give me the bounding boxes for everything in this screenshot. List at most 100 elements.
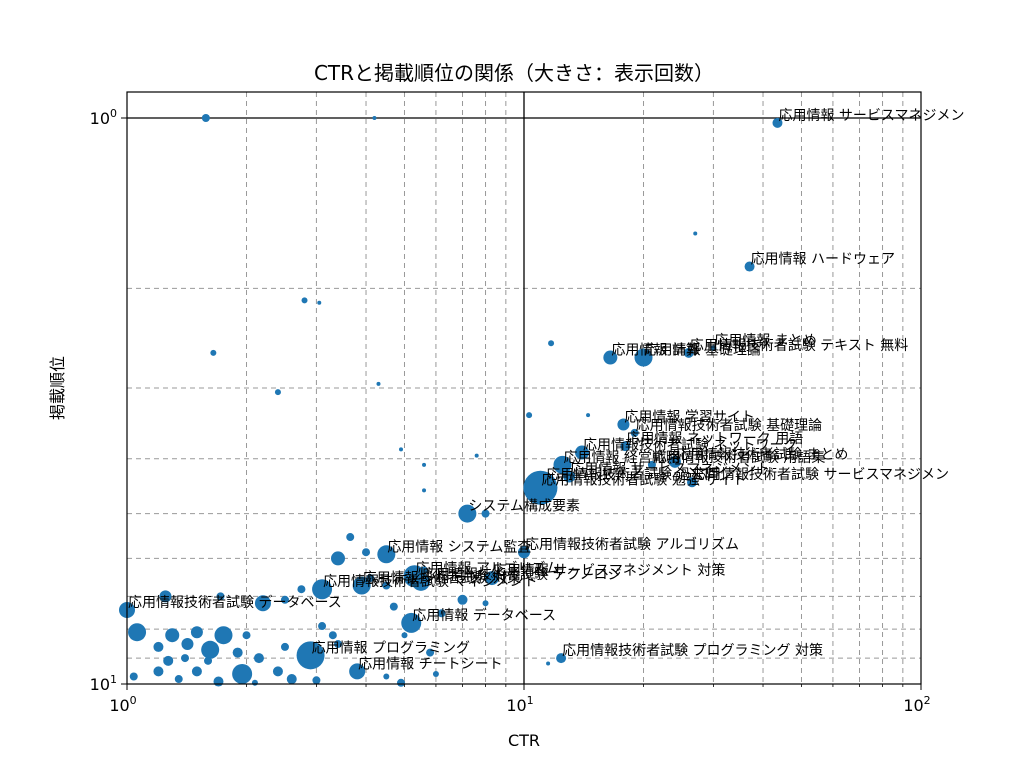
point-label: 応用情報 システム監査 <box>387 538 531 555</box>
y-axis-label: 掲載順位 <box>48 356 67 420</box>
data-point <box>253 653 264 664</box>
data-point <box>163 655 174 666</box>
point-label: 応用情報 計算 <box>611 343 699 359</box>
data-point <box>526 412 533 419</box>
data-point <box>630 428 639 437</box>
data-point <box>634 348 653 367</box>
data-point <box>401 632 408 639</box>
data-point <box>181 638 194 651</box>
point-label: 応用情報 まとめ <box>714 333 816 349</box>
data-point <box>382 581 391 590</box>
point-label: 応用情報 チートシート <box>358 656 502 672</box>
point-label: 応用情報 基礎理論 <box>645 342 761 359</box>
data-point <box>586 413 591 418</box>
data-point <box>129 672 138 681</box>
point-label: 応用情報 学習サイト <box>624 410 754 426</box>
data-point <box>399 447 404 452</box>
data-point <box>422 462 427 467</box>
data-point <box>668 455 681 468</box>
point-label: 応用情報技術者試験 テクノロジ <box>422 567 622 583</box>
data-point <box>286 674 297 685</box>
data-point <box>710 345 717 352</box>
data-point <box>242 631 251 640</box>
data-point <box>422 488 427 493</box>
data-point <box>214 626 233 645</box>
data-point <box>366 574 375 583</box>
point-label: 応用情報 サービスマネジメント 対策 <box>493 562 725 579</box>
point-label: 応用情報技術者試験 用語集 <box>653 449 825 466</box>
data-point <box>312 579 333 600</box>
data-point <box>201 114 210 122</box>
data-point <box>153 666 164 677</box>
point-label: 応用情報 ネットワーク 用語 <box>626 431 803 447</box>
data-point <box>272 666 283 677</box>
point-label: 応用情報技術者試験 ネットワーク <box>583 438 797 454</box>
point-label: 応用情報技術者試験 テキスト 無料 <box>690 338 908 354</box>
data-point <box>484 571 499 586</box>
data-point <box>744 261 755 272</box>
data-point <box>647 460 656 469</box>
data-point <box>401 612 422 633</box>
reference-lines <box>127 92 921 684</box>
data-point <box>318 622 327 631</box>
point-label: 応用情報技術者試験 マネジメント <box>323 574 537 590</box>
x-axis-label: CTR <box>508 731 540 750</box>
data-point <box>474 453 479 458</box>
point-label: 応用情報 アルゴリズム <box>416 560 560 577</box>
data-point <box>420 566 429 575</box>
data-point <box>603 350 618 365</box>
data-point <box>159 590 172 603</box>
data-point <box>128 623 147 642</box>
data-point <box>546 661 551 666</box>
data-point <box>352 576 371 595</box>
data-point <box>617 418 630 431</box>
point-label: 応用情報 ハードウェア <box>751 252 895 268</box>
point-label: 応用情報技術者試験 プログラミング 対策 <box>562 642 823 659</box>
point-label: 応用情報技術者試験 過去問 <box>546 467 718 483</box>
data-point <box>523 470 558 505</box>
data-point <box>210 349 217 356</box>
data-point <box>482 600 489 607</box>
data-point <box>216 592 225 601</box>
point-label: 応用情報技術者試験 まとめ <box>676 447 848 463</box>
x-tick-label: 102 <box>903 694 930 715</box>
data-point <box>376 381 381 386</box>
data-point <box>383 673 390 680</box>
data-point <box>346 533 355 542</box>
chart-title: CTRと掲載順位の関係（大きさ：表示回数） <box>314 61 714 85</box>
data-point <box>389 602 398 611</box>
x-tick-label: 101 <box>506 694 533 715</box>
point-label: 応用情報技術者試験 対策 <box>363 570 521 587</box>
data-points <box>119 114 783 687</box>
data-point <box>254 595 271 612</box>
data-point <box>174 675 183 684</box>
point-label: 応用情報技術者試験 基礎理論 <box>636 417 822 434</box>
data-point <box>301 297 308 304</box>
data-point <box>204 656 213 665</box>
data-point <box>280 642 289 651</box>
data-point <box>458 504 477 523</box>
data-point <box>349 663 366 680</box>
data-point <box>251 679 258 686</box>
data-point <box>553 455 572 474</box>
data-point <box>377 545 396 564</box>
data-point <box>372 116 377 120</box>
data-point <box>362 548 371 557</box>
point-label: 応用情報技術者試験 データベース <box>128 594 342 611</box>
data-point <box>575 445 590 460</box>
data-point <box>683 347 694 358</box>
data-point <box>620 441 631 452</box>
data-point <box>333 640 342 649</box>
data-point <box>232 663 253 684</box>
data-point <box>191 666 202 677</box>
point-label: 応用情報技術者試験 アルゴリズム <box>525 536 739 553</box>
data-point <box>328 631 337 640</box>
data-point <box>518 546 530 559</box>
data-point <box>687 477 698 488</box>
point-label: 応用情報 サービスマネジメン <box>778 108 964 124</box>
data-point <box>190 626 203 639</box>
data-point <box>432 670 439 677</box>
data-point <box>563 470 576 483</box>
